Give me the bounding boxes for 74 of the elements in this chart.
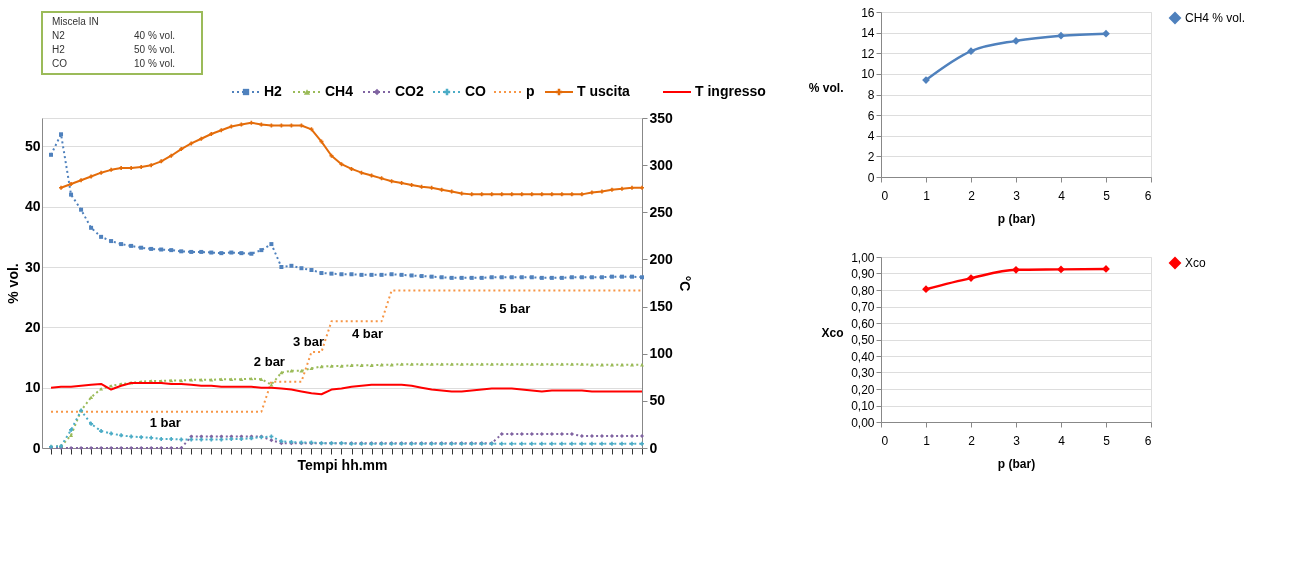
y-tick-label: 0 (867, 170, 875, 185)
y-tick-label: 10 (861, 67, 875, 82)
y-tick-label: 0,20 (851, 382, 875, 397)
text: Miscela IN (52, 16, 99, 27)
y2-tick-label: 50 (649, 392, 666, 409)
x-tick-label: 0 (881, 433, 889, 448)
x-tick-label: 2 (968, 188, 976, 203)
y-tick-label: 20 (24, 318, 41, 335)
y-tick-label: 2 (867, 149, 875, 164)
y-tick-label: 6 (867, 108, 875, 123)
text: H2 (52, 44, 66, 55)
x-tick-label: 4 (1058, 188, 1066, 203)
y2-tick-label: 100 (649, 345, 674, 362)
y-tick-label: 0,60 (851, 316, 875, 331)
x-tick-label: 3 (1013, 188, 1021, 203)
text: 50 % vol. (134, 44, 176, 55)
y-axis-title: % vol. (808, 81, 844, 95)
y-tick-label: 50 (24, 137, 41, 154)
y-axis-title: % vol. (4, 263, 21, 304)
text: 10 % vol. (134, 58, 176, 69)
x-tick-label: 2 (968, 433, 976, 448)
y-tick-label: 0,50 (851, 333, 875, 347)
y2-tick-label: 250 (649, 203, 674, 220)
y-tick-label: 14 (861, 26, 875, 41)
y2-tick-label: 300 (649, 156, 674, 173)
x-tick-label: 5 (1103, 433, 1111, 448)
x-tick-label: 5 (1103, 188, 1111, 203)
annotation: 4 bar (352, 325, 384, 341)
y-tick-label: 30 (24, 258, 41, 275)
y2-tick-label: 150 (649, 298, 674, 315)
annotation: 5 bar (499, 301, 531, 317)
legend-label: CH4 (325, 83, 354, 99)
y-tick-label: 40 (24, 198, 41, 215)
text: CO (52, 58, 68, 69)
y-tick-label: 0,10 (851, 399, 875, 413)
annotation: 1 bar (149, 414, 181, 430)
legend-label: CO (465, 83, 487, 99)
y-tick-label: 10 (24, 379, 41, 396)
x-tick-label: 1 (923, 433, 931, 448)
x-tick-label: 1 (923, 188, 931, 203)
text: 40 % vol. (134, 30, 176, 41)
x-tick-label: 6 (1144, 188, 1152, 203)
annotation: 3 bar (292, 333, 324, 349)
y-tick-label: 8 (867, 88, 875, 102)
text: N2 (52, 30, 66, 41)
legend-label: CO2 (395, 83, 424, 99)
y-tick-label: 1,00 (851, 250, 875, 265)
y-tick-label: 0,40 (851, 349, 875, 364)
y2-tick-label: 350 (649, 109, 674, 126)
x-tick-label: 4 (1058, 433, 1066, 448)
legend-label: CH4 % vol. (1185, 11, 1246, 25)
y-tick-label: 0,80 (851, 283, 875, 298)
x-tick-label: 3 (1013, 433, 1021, 448)
y2-axis-title: °C (676, 275, 693, 292)
legend-label: H2 (264, 83, 283, 99)
y-tick-label: 0,70 (851, 300, 875, 314)
annotation: 2 bar (253, 354, 285, 370)
y-tick-label: 0,90 (851, 267, 875, 281)
x-tick-label: 6 (1144, 433, 1152, 448)
y-tick-label: 16 (861, 5, 875, 20)
legend-label: p (526, 83, 535, 99)
x-axis-title: p (bar) (997, 211, 1036, 226)
x-axis-title: Tempi hh.mm (297, 457, 388, 473)
legend-label: T uscita (577, 83, 631, 99)
y-tick-label: 12 (861, 46, 875, 61)
x-axis-title: p (bar) (997, 456, 1036, 471)
y2-tick-label: 200 (649, 250, 674, 267)
x-tick-label: 0 (881, 188, 889, 203)
y-tick-label: 0,00 (851, 415, 875, 430)
legend-label: T ingresso (695, 83, 766, 99)
y-tick-label: 4 (867, 129, 875, 144)
y-axis-title: Xco (821, 326, 844, 340)
y-tick-label: 0,30 (851, 366, 875, 380)
legend-label: Xco (1185, 256, 1206, 270)
